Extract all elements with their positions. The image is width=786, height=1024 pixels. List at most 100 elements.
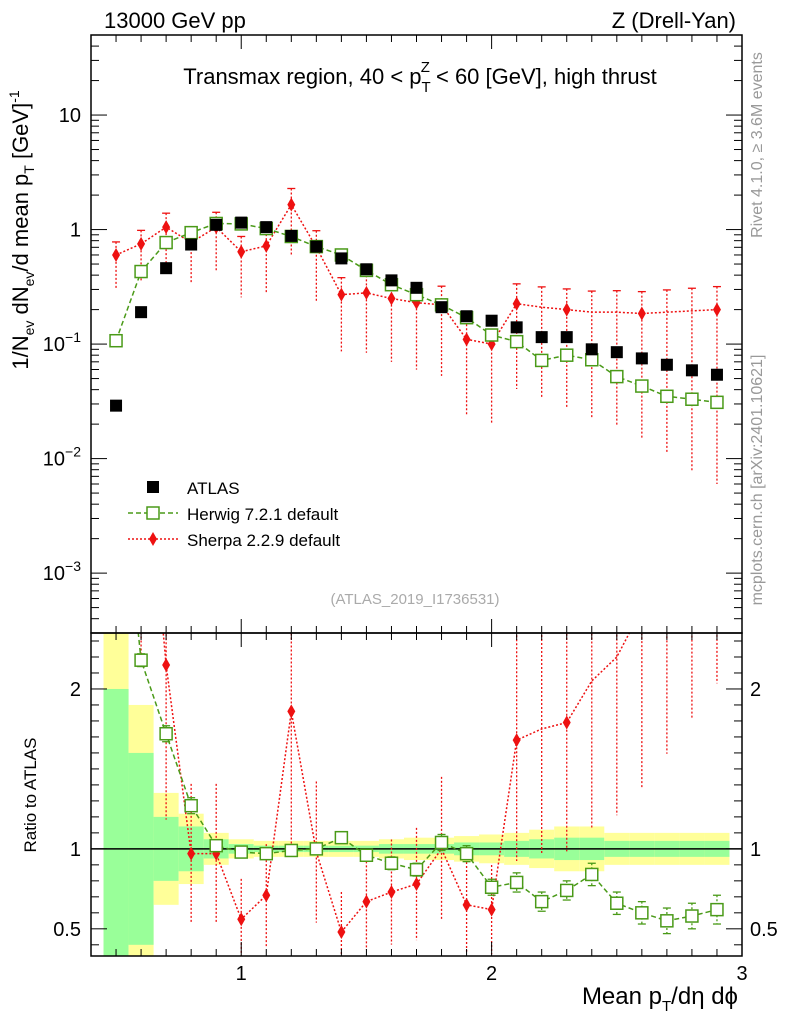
sherpa-main-point — [712, 302, 721, 317]
sherpa-ratio-point — [462, 897, 471, 912]
atlas-data-point — [110, 399, 123, 412]
atlas-data-point — [435, 301, 448, 314]
legend-herwig-label: Herwig 7.2.1 default — [187, 505, 338, 524]
herwig-ratio-point — [635, 906, 649, 920]
analysis-id-label: (ATLAS_2019_I1736531) — [330, 591, 499, 608]
sherpa-ratio-line — [162, 633, 631, 934]
x-tick-label: 2 — [486, 963, 497, 985]
atlas-data-point — [460, 310, 473, 323]
sherpa-ratio-point — [337, 925, 346, 940]
herwig-ratio-point — [559, 883, 574, 898]
herwig-main-point — [109, 333, 123, 348]
herwig-ratio-point — [259, 846, 274, 861]
main-y-tick-label: 10−2 — [43, 444, 81, 471]
atlas-data-point — [385, 274, 398, 287]
herwig-main-point — [710, 395, 724, 410]
atlas-data-point — [635, 352, 648, 365]
legend-entry-sherpa: Sherpa 2.2.9 default — [128, 531, 340, 550]
atlas-data-point — [560, 331, 573, 344]
atlas-data-point — [285, 229, 298, 242]
sherpa-main-point — [287, 197, 296, 212]
sherpa-main-point — [637, 306, 646, 321]
sherpa-main-point — [137, 236, 146, 251]
sherpa-ratio-point — [387, 885, 396, 900]
atlas-data-point — [485, 314, 498, 327]
ratio-y-tick-label-right: 0.5 — [750, 919, 778, 941]
ratio-y-tick-label: 1 — [70, 839, 81, 861]
herwig-main-point — [585, 352, 599, 367]
legend-atlas-marker — [147, 481, 159, 493]
sherpa-main-point — [562, 302, 571, 317]
herwig-ratio-point — [384, 856, 399, 871]
herwig-main-point — [635, 379, 649, 393]
header-process-label: Z (Drell-Yan) — [612, 8, 736, 33]
herwig-ratio-point — [685, 909, 699, 923]
herwig-ratio-point — [110, 411, 122, 423]
ratio-series-layer — [110, 411, 724, 956]
herwig-main-point — [559, 348, 574, 362]
herwig-ratio-point — [710, 902, 724, 917]
atlas-data-point — [535, 331, 548, 344]
x-tick-label: 1 — [236, 963, 247, 985]
sherpa-main-point — [512, 296, 521, 311]
herwig-ratio-point — [484, 880, 499, 894]
herwig-ratio-point — [334, 830, 349, 845]
herwig-ratio-point — [284, 843, 299, 858]
herwig-ratio-point — [660, 914, 674, 928]
herwig-main-point — [685, 392, 699, 406]
herwig-ratio-point — [434, 835, 449, 850]
herwig-ratio-point — [309, 842, 324, 856]
atlas-data-point — [185, 238, 198, 251]
herwig-ratio-point — [409, 862, 424, 877]
atlas-data-point — [685, 364, 698, 377]
main-series-layer — [109, 187, 724, 485]
sherpa-ratio-point — [512, 733, 521, 748]
herwig-main-point — [159, 235, 173, 250]
herwig-ratio-point — [585, 867, 599, 882]
sherpa-ratio-point — [187, 846, 196, 861]
sherpa-main-point — [362, 285, 371, 300]
sherpa-main-point — [462, 332, 471, 347]
atlas-data-point — [710, 368, 723, 381]
legend-sherpa-marker — [149, 532, 157, 546]
herwig-main-point — [534, 353, 549, 368]
atlas-data-point — [335, 252, 348, 265]
atlas-data-point — [310, 240, 323, 253]
legend: ATLAS Herwig 7.2.1 default Sherpa 2.2.9 … — [128, 479, 340, 550]
herwig-ratio-point — [234, 845, 248, 859]
main-y-tick-label: 1 — [70, 220, 81, 242]
sherpa-ratio-point — [362, 894, 371, 909]
sherpa-main-point — [162, 220, 171, 235]
rivet-version-label: Rivet 4.1.0, ≥ 3.6M events — [749, 52, 766, 238]
herwig-ratio-point — [610, 896, 624, 910]
atlas-data-point — [235, 216, 248, 229]
sherpa-main-line — [115, 203, 717, 345]
atlas-data-point — [360, 263, 373, 276]
sherpa-ratio-point — [487, 902, 496, 917]
x-tick-label: 3 — [736, 963, 747, 985]
axes-layer: 1 2 3 10−3 10−2 10−1 1 10 0.5 0.5 1 1 2 2 — [43, 34, 778, 985]
x-axis-label: Mean pT/dη dϕ — [582, 983, 738, 1015]
sherpa-main-point — [337, 287, 346, 302]
legend-entry-herwig: Herwig 7.2.1 default — [128, 505, 338, 524]
legend-herwig-marker — [146, 506, 160, 520]
atlas-data-point — [410, 281, 423, 294]
ratio-y-tick-label: 2 — [70, 679, 81, 701]
herwig-main-point — [134, 264, 148, 279]
herwig-ratio-point — [184, 798, 198, 813]
ratio-y-tick-label-right: 1 — [750, 839, 761, 861]
band-inner-segment — [103, 688, 129, 956]
legend-entry-atlas: ATLAS — [147, 479, 240, 498]
herwig-main-point — [660, 389, 674, 404]
atlas-data-point — [210, 218, 223, 231]
sherpa-ratio-point — [412, 877, 421, 892]
header-energy-label: 13000 GeV pp — [104, 8, 246, 33]
sherpa-ratio-point — [562, 715, 571, 730]
herwig-ratio-point — [459, 846, 474, 861]
sherpa-ratio-point — [638, 602, 646, 616]
main-y-tick-label: 10 — [59, 105, 81, 127]
herwig-ratio-point — [134, 653, 148, 667]
main-y-tick-label: 10−1 — [43, 329, 81, 356]
atlas-data-point — [160, 262, 173, 275]
herwig-main-point — [610, 369, 624, 384]
